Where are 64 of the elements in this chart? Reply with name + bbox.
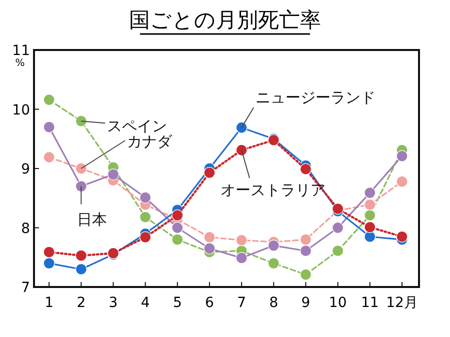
x-tick-label: 6 bbox=[205, 295, 214, 311]
point bbox=[364, 186, 376, 199]
point bbox=[107, 168, 120, 180]
x-tick-label: 5 bbox=[172, 295, 182, 311]
point bbox=[75, 263, 87, 276]
x-tick-label: 9 bbox=[301, 295, 310, 311]
point bbox=[204, 166, 216, 178]
y-tick-label: 10 bbox=[12, 102, 30, 118]
point bbox=[236, 144, 248, 156]
point bbox=[140, 211, 152, 223]
x-tick-label: 8 bbox=[269, 295, 278, 311]
point bbox=[396, 176, 408, 188]
point bbox=[332, 245, 344, 257]
point bbox=[204, 231, 216, 244]
point bbox=[204, 242, 216, 254]
point bbox=[268, 258, 280, 270]
point bbox=[43, 258, 55, 270]
y-tick-label: 11 bbox=[12, 43, 30, 59]
x-tick-label: 12月 bbox=[386, 295, 418, 311]
point bbox=[236, 122, 248, 134]
x-tick-label: 3 bbox=[108, 295, 118, 311]
point bbox=[332, 222, 344, 234]
point bbox=[172, 234, 184, 246]
point bbox=[43, 246, 55, 258]
y-tick-label: 8 bbox=[21, 220, 30, 237]
x-tick-label: 2 bbox=[76, 295, 86, 311]
point bbox=[300, 245, 312, 257]
point bbox=[75, 250, 87, 262]
point bbox=[300, 163, 312, 175]
point bbox=[172, 210, 184, 222]
point bbox=[43, 151, 55, 164]
point bbox=[300, 268, 312, 280]
y-tick-label: 7 bbox=[21, 280, 30, 296]
point bbox=[43, 121, 55, 133]
point bbox=[140, 192, 152, 204]
point bbox=[396, 230, 408, 242]
series-label: ニュージーランド bbox=[256, 88, 376, 107]
point bbox=[268, 240, 280, 252]
x-tick-label: 4 bbox=[140, 295, 150, 311]
x-tick-label: 11 bbox=[361, 295, 379, 311]
series-label: オーストラリア bbox=[220, 181, 326, 200]
series-label: スペイン bbox=[107, 117, 168, 136]
series-label: カナダ bbox=[127, 132, 174, 150]
point bbox=[236, 252, 248, 264]
chart-title: 国ごとの月別死亡率 bbox=[129, 8, 321, 32]
point bbox=[364, 221, 376, 233]
point bbox=[172, 222, 184, 234]
series-label: 日本 bbox=[77, 210, 108, 228]
x-tick-label: 1 bbox=[44, 295, 54, 311]
x-tick-label: 10 bbox=[328, 295, 347, 311]
point bbox=[364, 230, 376, 242]
point bbox=[75, 162, 87, 174]
point bbox=[43, 94, 55, 106]
point bbox=[364, 210, 376, 222]
x-tick-label: 7 bbox=[237, 295, 246, 311]
point bbox=[364, 198, 376, 210]
point bbox=[75, 180, 87, 192]
point bbox=[75, 115, 87, 127]
point bbox=[236, 234, 248, 246]
point bbox=[300, 234, 312, 246]
point bbox=[396, 150, 408, 162]
y-tick-label: 9 bbox=[21, 162, 30, 178]
point bbox=[140, 231, 152, 244]
y-axis-title: % bbox=[15, 58, 25, 69]
